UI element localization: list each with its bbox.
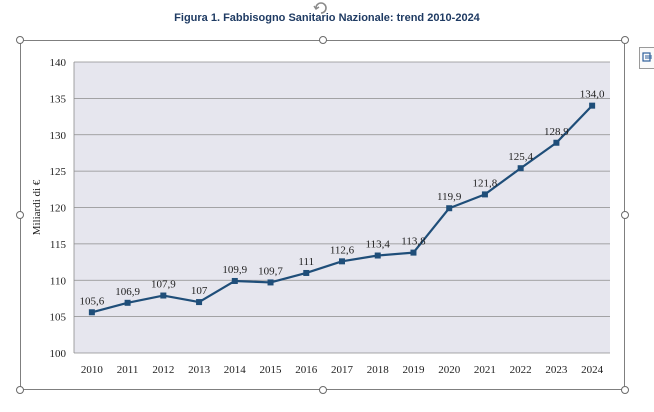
data-point-marker [196,299,203,306]
rotate-icon[interactable] [313,0,329,14]
data-point-marker [517,165,524,172]
chart-area[interactable]: 100 105 110 115 120 125 130 135 140 2010 2011 2012 2… [20,40,625,390]
x-tick-label: 2017 [331,364,354,376]
resize-handle-top-middle[interactable] [319,36,327,44]
data-label: 111 [298,256,314,268]
data-point-marker [374,252,381,259]
data-point-marker [88,309,95,316]
layout-options-button[interactable] [639,47,654,69]
data-point-marker [589,102,596,109]
data-point-marker [231,277,238,284]
resize-handle-top-left[interactable] [16,36,24,44]
x-tick-label: 2011 [117,364,139,376]
y-tick-label: 120 [50,203,67,215]
data-label: 128,9 [544,126,569,138]
data-point-marker [303,269,310,276]
y-tick-label: 125 [50,166,67,178]
layout-options-icon [642,52,652,62]
y-tick-label: 110 [50,275,67,287]
y-tick-label: 115 [50,239,67,251]
data-point-marker [410,249,417,256]
y-tick-label: 100 [50,348,67,360]
y-tick-label: 140 [50,57,67,69]
y-tick-label: 130 [50,130,67,142]
x-tick-label: 2014 [224,364,247,376]
x-tick-label: 2012 [152,364,174,376]
x-tick-label: 2016 [295,364,318,376]
x-tick-label: 2022 [510,364,532,376]
data-point-marker [446,205,453,212]
y-tick-label: 135 [50,93,67,105]
data-label: 107,9 [151,279,176,291]
resize-handle-middle-left[interactable] [16,211,24,219]
x-tick-label: 2015 [260,364,283,376]
resize-handle-top-right[interactable] [621,36,629,44]
x-tick-label: 2013 [188,364,211,376]
line-chart: 100 105 110 115 120 125 130 135 140 2010 2011 2012 2… [31,57,610,376]
data-label: 112,6 [330,244,355,256]
data-point-marker [160,292,167,299]
resize-handle-bottom-right[interactable] [621,386,629,394]
resize-handle-bottom-middle[interactable] [319,386,327,394]
x-tick-label: 2023 [545,364,568,376]
resize-handle-middle-right[interactable] [621,211,629,219]
figure-title: Figura 1. Fabbisogno Sanitario Nazionale… [174,12,480,24]
data-label: 113,4 [366,239,391,251]
x-tick-label: 2024 [581,364,604,376]
resize-handle-bottom-left[interactable] [16,386,24,394]
data-point-marker [553,139,560,146]
data-label: 105,6 [79,295,104,307]
data-point-marker [124,299,131,306]
data-point-marker [267,279,274,286]
y-tick-label: 105 [50,312,67,324]
data-label: 119,9 [437,191,462,203]
data-label: 113,8 [401,236,426,248]
x-tick-label: 2010 [81,364,104,376]
x-tick-label: 2021 [474,364,496,376]
data-label: 134,0 [580,89,605,101]
data-label: 106,9 [115,286,140,298]
data-label: 125,4 [508,151,533,163]
data-label: 109,9 [222,264,247,276]
data-label: 121,8 [473,177,498,189]
data-point-marker [339,258,345,265]
data-label: 109,7 [258,265,283,277]
data-label: 107 [191,285,208,297]
y-axis-label: Miliardi di € [31,179,43,235]
x-tick-label: 2020 [438,364,461,376]
data-point-marker [481,191,488,198]
x-tick-label: 2018 [367,364,390,376]
x-tick-label: 2019 [402,364,425,376]
